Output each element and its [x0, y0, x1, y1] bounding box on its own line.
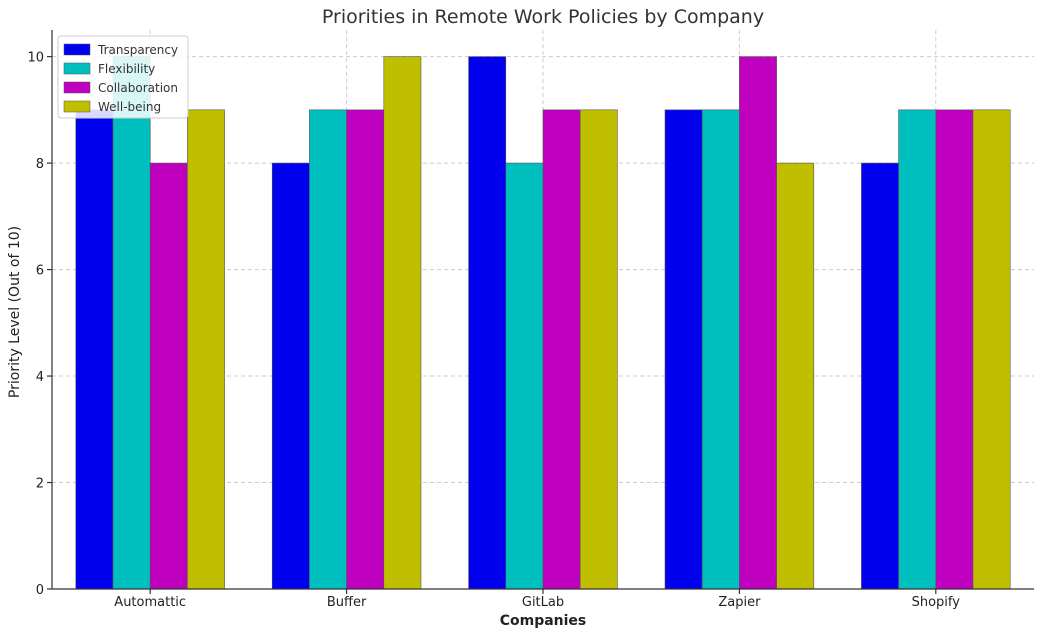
legend-entry: Transparency [97, 43, 178, 57]
bar-well-being-automattic [187, 109, 225, 590]
bar-flexibility-buffer [309, 109, 347, 590]
bar-flexibility-gitlab [505, 162, 544, 590]
bar-collaboration-buffer [346, 109, 385, 590]
y-tick-label: 10 [27, 51, 44, 66]
bar-transparency-zapier [664, 109, 703, 590]
bars [75, 56, 1011, 590]
x-tick-label: Zapier [718, 595, 761, 610]
y-axis-label: Priority Level (Out of 10) [7, 226, 23, 398]
x-axis-label: Companies [500, 613, 587, 629]
bar-collaboration-shopify [935, 109, 974, 590]
tick-labels: 0 2 4 6 8 10 Automattic Buffer GitLab Zapier Shopi… [27, 51, 960, 610]
x-tick-label: GitLab [522, 595, 564, 610]
bar-well-being-shopify [972, 109, 1011, 590]
legend-swatch [63, 43, 91, 56]
bar-collaboration-zapier [739, 56, 777, 590]
legend: Transparency Flexibility Collaboration Well… [57, 35, 189, 119]
bar-transparency-gitlab [468, 56, 507, 590]
bar-collaboration-gitlab [542, 109, 581, 590]
legend-swatch [63, 81, 91, 94]
x-tick-label: Shopify [912, 595, 961, 610]
bar-transparency-automattic [75, 109, 114, 590]
y-tick-label: 4 [36, 370, 44, 385]
legend-box [57, 35, 189, 119]
chart-title: Priorities in Remote Work Policies by Co… [322, 6, 764, 28]
bar-flexibility-zapier [701, 109, 740, 590]
bar-well-being-gitlab [579, 109, 618, 590]
bar-flexibility-automattic [112, 56, 151, 590]
y-tick-label: 0 [36, 583, 44, 598]
bar-transparency-shopify [861, 162, 899, 590]
bar-well-being-zapier [776, 162, 815, 590]
bar-transparency-buffer [271, 162, 310, 590]
bar-flexibility-shopify [898, 109, 937, 590]
y-tick-label: 6 [36, 264, 44, 279]
legend-swatch [63, 100, 91, 113]
y-tick-label: 8 [36, 157, 44, 172]
legend-entry: Collaboration [98, 81, 178, 95]
axes [47, 30, 1034, 594]
y-tick-label: 2 [36, 477, 44, 492]
legend-swatch [63, 62, 91, 75]
x-tick-label: Automattic [114, 595, 186, 610]
x-tick-label: Buffer [327, 595, 367, 610]
legend-entry: Flexibility [98, 62, 155, 76]
legend-entry: Well-being [98, 100, 161, 114]
bar-well-being-buffer [383, 56, 422, 590]
bar-collaboration-automattic [149, 162, 188, 590]
